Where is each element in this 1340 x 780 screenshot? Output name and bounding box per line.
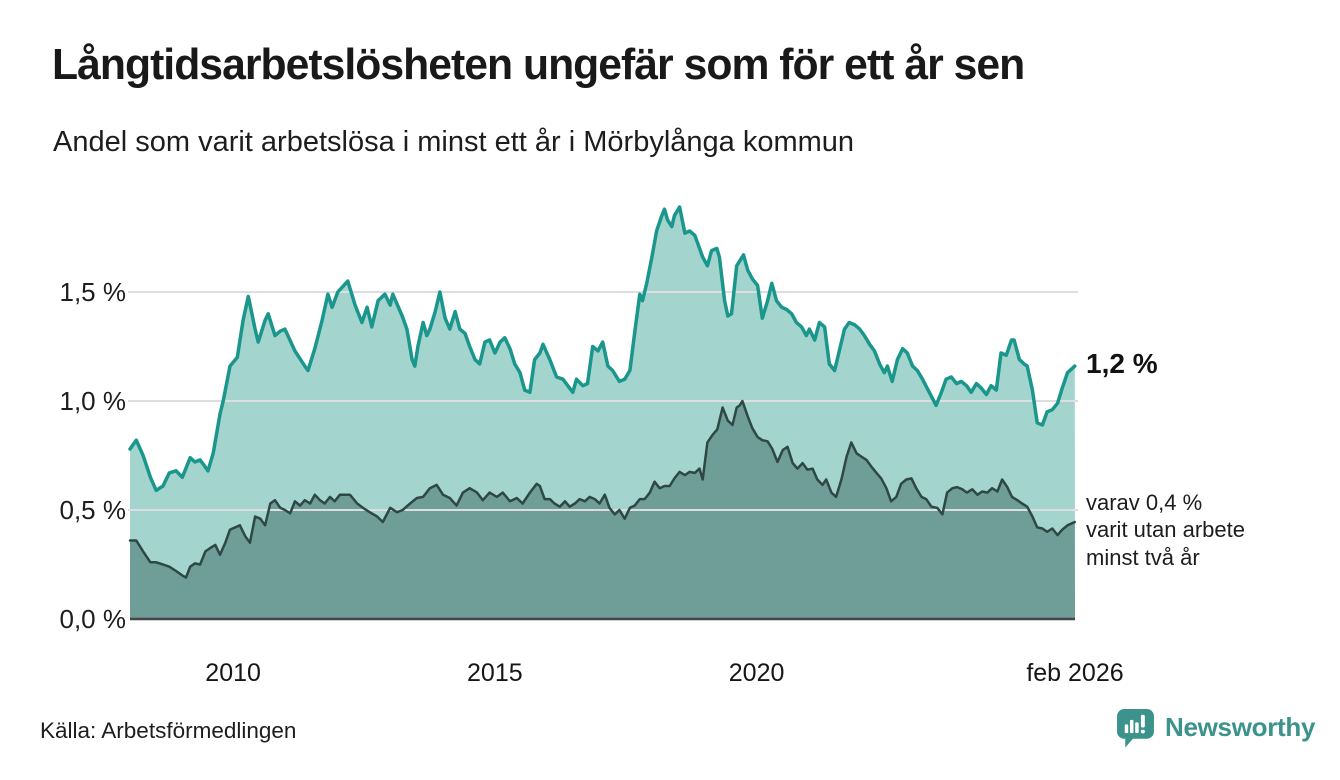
series-line-1 [128, 399, 1077, 579]
newsworthy-icon [1117, 709, 1154, 748]
annotation-line: varit utan arbete [1086, 517, 1245, 543]
chart-area-fills [130, 207, 1075, 619]
logo-bar-chart-glyph [1124, 714, 1145, 734]
y-tick-label: 1,5 % [59, 277, 127, 307]
y-tick-label: 0,5 % [59, 495, 127, 525]
x-tick-label: 2020 [728, 659, 785, 687]
end-value-label: 1,2 % [1086, 348, 1158, 380]
series-line-0 [128, 205, 1077, 493]
x-tick-label: 2015 [467, 659, 523, 687]
x-tick-label: 2010 [205, 659, 261, 687]
secondary-series-annotation: varav 0,4 % varit utan arbete minst två … [1086, 489, 1245, 572]
chart-series-lines [128, 205, 1077, 579]
page-title: Långtidsarbetslösheten ungefär som för e… [52, 40, 1025, 89]
annotation-line: varav 0,4 % [1086, 489, 1203, 515]
y-tick-label: 1,0 % [59, 386, 127, 416]
y-tick-label: 0,0 % [59, 604, 127, 634]
newsworthy-wordmark: Newsworthy [1165, 712, 1316, 742]
x-tick-label: feb 2026 [1026, 659, 1124, 687]
newsworthy-logo: Newsworthy [1115, 707, 1315, 748]
annotation-line: minst två år [1086, 544, 1200, 570]
chart-subtitle: Andel som varit arbetslösa i minst ett å… [53, 126, 855, 158]
source-note: Källa: Arbetsförmedlingen [40, 718, 297, 743]
